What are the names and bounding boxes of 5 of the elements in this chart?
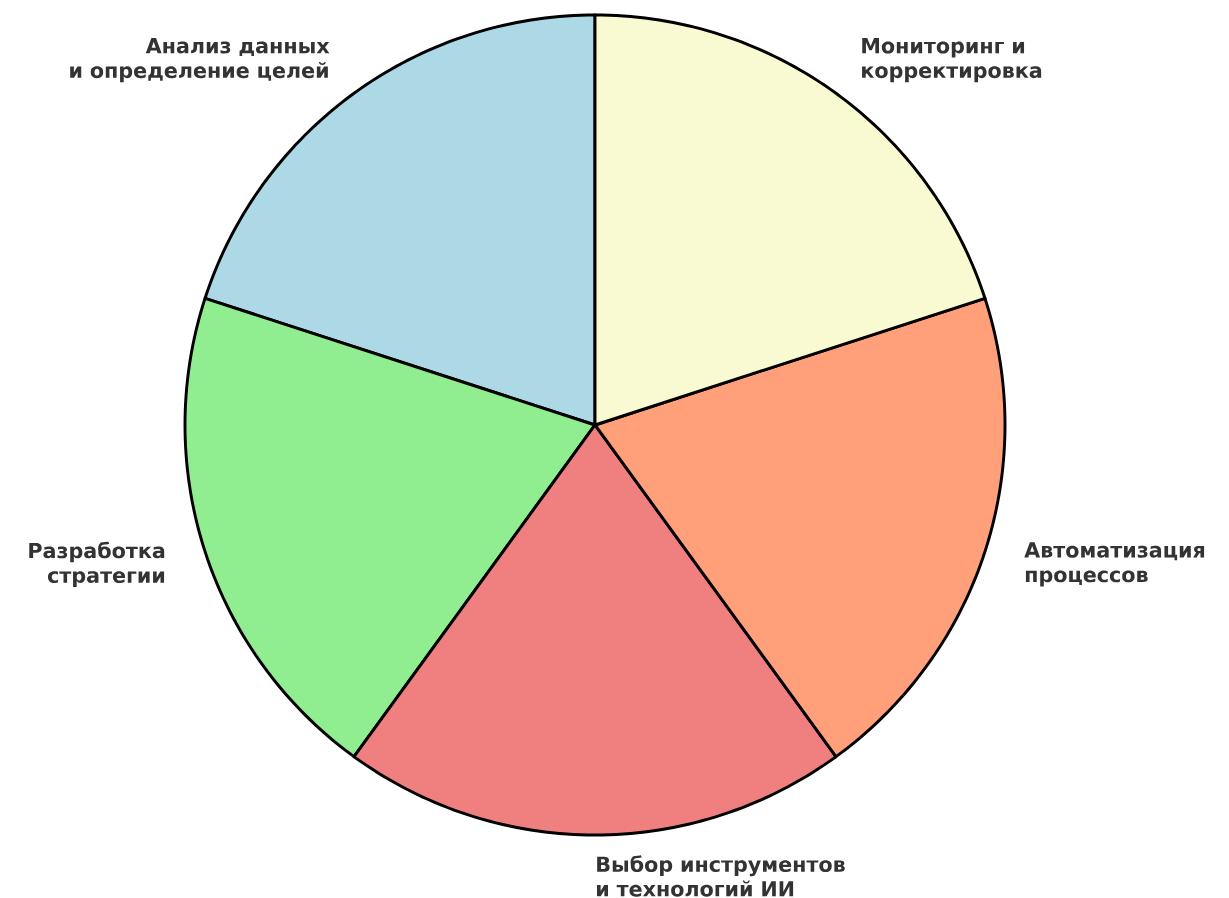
slice-label: Анализ данных и определение целей [70, 38, 330, 83]
slice-label: Автоматизация процессов [1024, 542, 1205, 587]
slice-label: Мониторинг и корректировка [862, 38, 1042, 83]
slice-label: Выбор инструментов и технологий ИИ [597, 855, 845, 897]
slice-label: Разработка стратегии [29, 541, 165, 588]
